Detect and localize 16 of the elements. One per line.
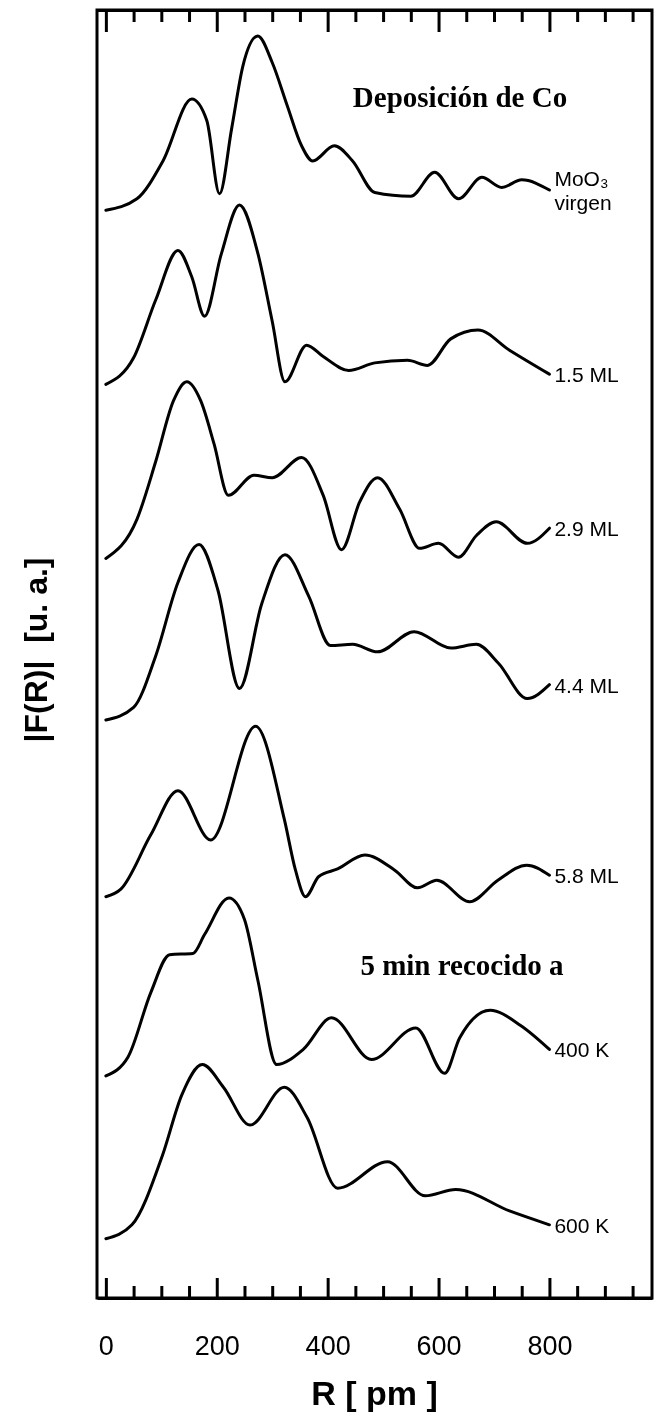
x-tick-label: 600: [416, 1331, 462, 1362]
series-label: 4.4 ML: [554, 673, 619, 697]
x-tick-label: 400: [305, 1331, 351, 1362]
annotation: 5 min recocido a: [360, 949, 565, 981]
y-axis-title: |F(R)| [u. a.]: [18, 557, 54, 743]
series-label: MoO₃ virgen: [554, 166, 612, 214]
x-tick-label: 0: [98, 1331, 114, 1362]
x-tick-label: 800: [527, 1331, 573, 1362]
series-label: 5.8 ML: [554, 864, 619, 888]
series-label: 400 K: [554, 1038, 610, 1062]
x-tick-label: 200: [194, 1331, 240, 1362]
x-axis-title: R [ pm ]: [311, 1374, 438, 1412]
series-label: 1.5 ML: [554, 363, 619, 387]
series-label: 600 K: [554, 1213, 610, 1237]
series-label: 2.9 ML: [554, 517, 619, 541]
annotation: Deposición de Co: [352, 81, 568, 113]
